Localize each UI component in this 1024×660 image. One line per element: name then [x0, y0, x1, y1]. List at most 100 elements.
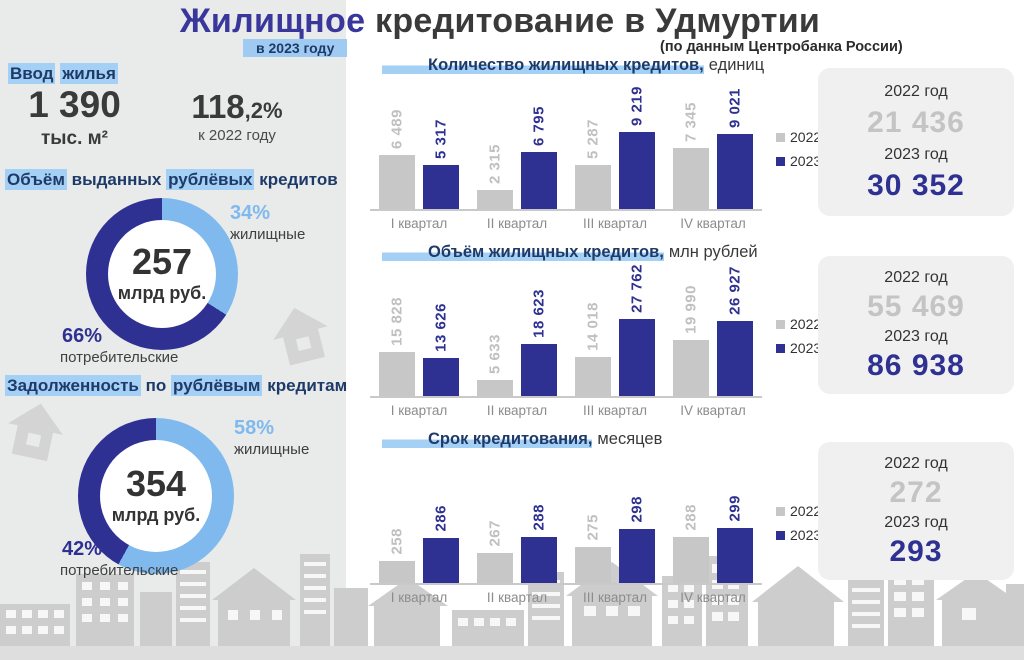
bar-value-label: 288 — [530, 504, 548, 531]
legend-label: 2023 — [790, 153, 822, 169]
bar-value-label: 6 489 — [388, 108, 406, 149]
slice-pct-housing: 34% — [230, 202, 271, 224]
metric-housing-input: 1 390 тыс. м² — [12, 86, 137, 150]
bar — [673, 340, 709, 396]
bar-group: 2 315 6 795 — [468, 81, 566, 209]
legend: 2022 2023 — [776, 316, 821, 356]
legend-item: 2023 — [776, 153, 821, 169]
x-axis-label: IV квартал — [680, 216, 746, 231]
text-part: выданных — [66, 170, 167, 189]
bar — [619, 132, 655, 209]
bar — [717, 321, 753, 396]
donut-center: 354 млрд руб. — [78, 418, 234, 574]
bottom-band — [0, 646, 1024, 660]
bar-group: 5 633 18 623 — [468, 268, 566, 396]
bar — [673, 537, 709, 583]
bar-value-label: 5 287 — [584, 118, 602, 159]
growth-caption: к 2022 году — [198, 127, 276, 144]
card-year-2023: 2023 год — [884, 145, 948, 163]
chart-title-text: Срок кредитования, — [382, 430, 593, 448]
donut-center-unit: млрд руб. — [117, 283, 207, 303]
x-axis-label: III квартал — [582, 590, 648, 605]
bar-2023-q4: 299 — [717, 455, 753, 583]
legend-item: 2022 — [776, 129, 821, 145]
house-icon — [8, 403, 63, 462]
x-axis-labels: I квартал II квартал III квартал IV квартал — [370, 590, 762, 605]
bar — [619, 319, 655, 396]
bar — [379, 352, 415, 396]
bar-2023-q2: 18 623 — [521, 268, 557, 396]
bar — [673, 148, 709, 209]
bar-2022-q1: 258 — [379, 455, 415, 583]
bar-chart-loan-count: Количество жилищных кредитов, единиц 6 48… — [362, 56, 822, 231]
bar-2022-q2: 5 633 — [477, 268, 513, 396]
legend-swatch — [776, 530, 785, 540]
house-icon — [273, 307, 328, 366]
bar-2023-q3: 298 — [619, 455, 655, 583]
slice-label-housing: жилищные — [234, 441, 310, 458]
card-value-2023: 86 938 — [867, 348, 965, 382]
bar-chart-loan-term: Срок кредитования, месяцев 258 286 267 288 27… — [362, 430, 822, 605]
bar-2022-q4: 19 990 — [673, 268, 709, 396]
bar — [575, 165, 611, 209]
legend-swatch — [776, 506, 785, 516]
page-title: Жилищное кредитование в Удмуртии — [40, 2, 960, 41]
growth-suffix: ,2% — [244, 98, 283, 123]
source-note: (по данным Центробанка России) — [660, 39, 903, 55]
city-skyline — [0, 552, 1024, 646]
legend-item: 2023 — [776, 527, 821, 543]
slice-label-consumer: потребительские — [60, 349, 179, 366]
bar-2022-q3: 5 287 — [575, 81, 611, 209]
housing-input-unit: тыс. м² — [40, 128, 109, 149]
x-axis-labels: I квартал II квартал III квартал IV квартал — [370, 216, 762, 231]
bar — [575, 357, 611, 396]
housing-input-value: 1 390 — [28, 84, 121, 125]
bar-group: 258 286 — [370, 455, 468, 583]
card-year-2022: 2022 год — [884, 83, 948, 101]
card-year-2023: 2023 год — [884, 513, 948, 531]
bar-value-label: 5 633 — [486, 333, 504, 374]
legend-swatch — [776, 343, 785, 353]
text-part: рублёвых — [166, 169, 255, 190]
card-year-2022: 2022 год — [884, 269, 948, 287]
text-part: Ввод — [8, 63, 56, 84]
x-axis-label: II квартал — [486, 403, 548, 418]
donut-center-value: 257 — [131, 241, 193, 282]
x-axis-label: I квартал — [390, 590, 448, 605]
bar-2023-q2: 6 795 — [521, 81, 557, 209]
bar-chart-loan-volume: Объём жилищных кредитов, млн рублей 15 82… — [362, 243, 822, 418]
legend: 2022 2023 — [776, 503, 821, 543]
section-heading-loans-issued: Объём выданных рублёвых кредитов — [5, 169, 338, 190]
bar-value-label: 14 018 — [584, 302, 602, 351]
donut-chart-debt: 354 млрд руб. — [78, 418, 234, 574]
card-year-2023: 2023 год — [884, 327, 948, 345]
card-value-2022: 272 — [889, 476, 943, 510]
bar-groups: 6 489 5 317 2 315 6 795 5 287 9 219 7 345 9 021 — [370, 81, 762, 209]
text-part: рублёвым — [170, 375, 263, 396]
slice-label-housing: жилищные — [230, 226, 306, 243]
x-axis-label: IV квартал — [680, 590, 746, 605]
summary-card-loan-volume: 2022 год 55 469 2023 год 86 938 — [818, 256, 1014, 394]
card-year-2022: 2022 год — [884, 455, 948, 473]
text-part: кредитам — [262, 376, 348, 395]
bar-2023-q3: 27 762 — [619, 264, 655, 396]
text-part: жилья — [60, 63, 118, 84]
bar-2022-q2: 2 315 — [477, 81, 513, 209]
chart-title-text: Количество жилищных кредитов, — [382, 56, 704, 74]
chart-title-unit: млн рублей — [668, 243, 758, 261]
bar-2022-q4: 7 345 — [673, 81, 709, 209]
bar-2023-q1: 286 — [423, 455, 459, 583]
chart-title-text: Объём жилищных кредитов, — [382, 243, 664, 261]
bar — [423, 358, 459, 396]
bar — [575, 547, 611, 583]
bar-group: 288 299 — [664, 455, 762, 583]
card-value-2022: 55 469 — [867, 290, 965, 324]
subtitle-badge: в 2023 году — [243, 39, 348, 57]
legend: 2022 2023 — [776, 129, 821, 169]
bar-2023-q1: 13 626 — [423, 268, 459, 396]
legend-item: 2023 — [776, 340, 821, 356]
slice-label-consumer: потребительские — [60, 562, 179, 579]
bar-value-label: 19 990 — [682, 285, 700, 334]
bar — [521, 537, 557, 583]
